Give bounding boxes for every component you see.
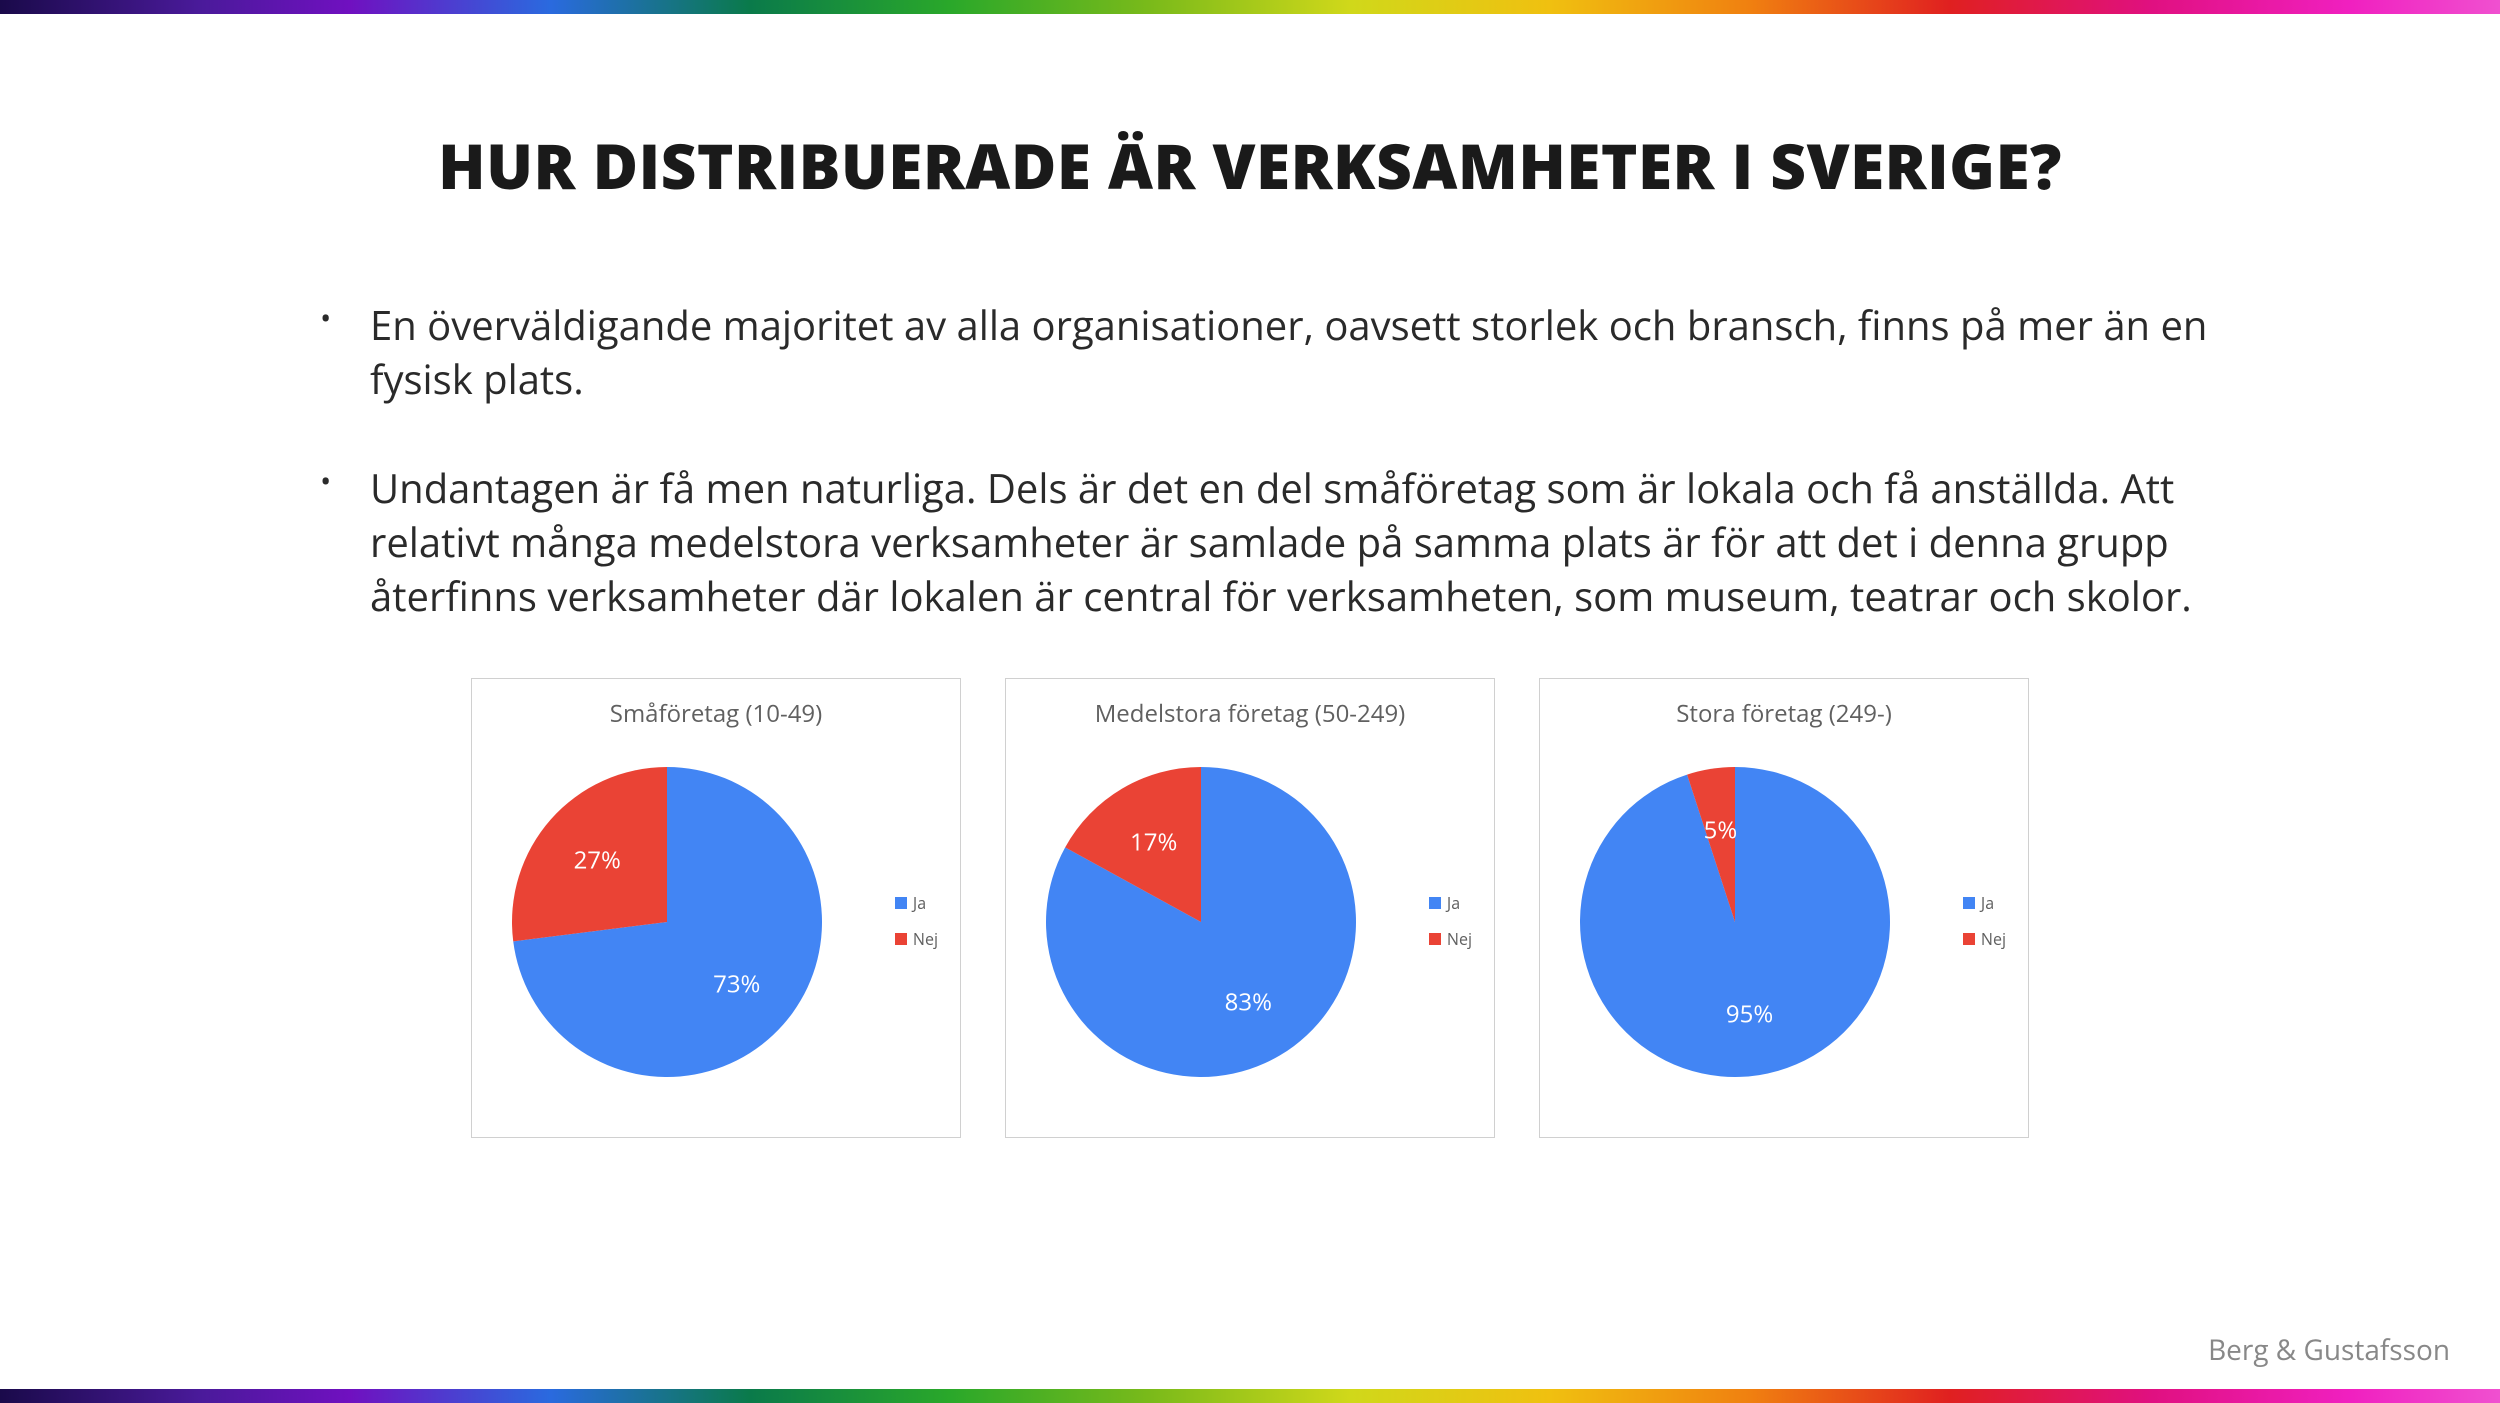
legend-label: Ja: [913, 892, 926, 914]
legend-item-yes: Ja: [895, 892, 938, 914]
decorative-top-bar: [0, 0, 2500, 14]
chart-body: 95% 5% Ja Nej: [1540, 742, 2028, 1122]
pie-slice-label: 27%: [574, 844, 621, 877]
chart-body: 83% 17% Ja Nej: [1006, 742, 1494, 1122]
legend-label: Nej: [1981, 928, 2006, 950]
legend-item-yes: Ja: [1963, 892, 2006, 914]
chart-legend: Ja Nej: [1429, 892, 1472, 964]
legend-item-yes: Ja: [1429, 892, 1472, 914]
decorative-bottom-bar: [0, 1389, 2500, 1403]
chart-title: Småföretag (10-49): [472, 697, 960, 730]
chart-legend: Ja Nej: [895, 892, 938, 964]
legend-label: Ja: [1447, 892, 1460, 914]
pie-slice-label: 95%: [1726, 997, 1773, 1030]
chart-card-small: Småföretag (10-49) 73% 27% Ja Nej: [471, 678, 961, 1138]
page-title: HUR DISTRIBUERADE ÄR VERKSAMHETER I SVER…: [260, 124, 2240, 208]
legend-item-no: Nej: [1963, 928, 2006, 950]
pie-chart: 95% 5%: [1580, 767, 1890, 1077]
legend-swatch-yes: [895, 897, 907, 909]
legend-swatch-yes: [1429, 897, 1441, 909]
chart-body: 73% 27% Ja Nej: [472, 742, 960, 1122]
pie-slice-label: 73%: [713, 967, 760, 1000]
slide-content: HUR DISTRIBUERADE ÄR VERKSAMHETER I SVER…: [0, 14, 2500, 1389]
chart-card-large: Stora företag (249-) 95% 5% Ja Nej: [1539, 678, 2029, 1138]
bullet-list: En överväldigande majoritet av alla orga…: [260, 298, 2240, 623]
pie-slice-label: 5%: [1704, 814, 1738, 847]
attribution: Berg & Gustafsson: [2208, 1331, 2450, 1369]
legend-swatch-no: [1429, 933, 1441, 945]
chart-title: Medelstora företag (50-249): [1006, 697, 1494, 730]
legend-item-no: Nej: [895, 928, 938, 950]
legend-swatch-no: [895, 933, 907, 945]
pie-slice-label: 83%: [1225, 986, 1272, 1019]
charts-row: Småföretag (10-49) 73% 27% Ja Nej Medelst…: [260, 678, 2240, 1138]
bullet-item: Undantagen är få men naturliga. Dels är …: [320, 461, 2240, 623]
legend-swatch-no: [1963, 933, 1975, 945]
bullet-item: En överväldigande majoritet av alla orga…: [320, 298, 2240, 406]
chart-legend: Ja Nej: [1963, 892, 2006, 964]
pie-slice-label: 17%: [1130, 825, 1177, 858]
legend-label: Ja: [1981, 892, 1994, 914]
chart-title: Stora företag (249-): [1540, 697, 2028, 730]
pie-chart: 73% 27%: [512, 767, 822, 1077]
legend-item-no: Nej: [1429, 928, 1472, 950]
legend-label: Nej: [913, 928, 938, 950]
legend-swatch-yes: [1963, 897, 1975, 909]
legend-label: Nej: [1447, 928, 1472, 950]
pie-chart: 83% 17%: [1046, 767, 1356, 1077]
chart-card-medium: Medelstora företag (50-249) 83% 17% Ja Ne…: [1005, 678, 1495, 1138]
